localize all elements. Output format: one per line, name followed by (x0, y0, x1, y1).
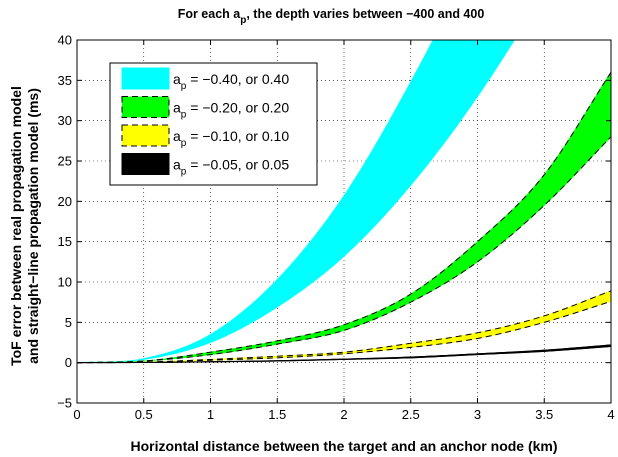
series-band-0 (77, 40, 515, 364)
y-axis-label-line-2: and straight−line propagation model (ms) (25, 88, 41, 364)
y-tick-label-4: 15 (58, 234, 72, 249)
x-tick-label-7: 3.5 (535, 407, 553, 422)
legend-label-3: ap = −0.05, or 0.05 (173, 157, 289, 178)
y-tick-label-9: 40 (58, 33, 72, 48)
series-band-1 (77, 71, 611, 364)
legend-label-0: ap = −0.40, or 0.40 (173, 71, 289, 92)
y-tick-label-8: 35 (58, 73, 72, 88)
x-axis-label: Horizontal distance between the target a… (130, 438, 557, 454)
x-tick-label-5: 2.5 (402, 407, 420, 422)
y-tick-label-0: −5 (57, 396, 72, 411)
y-tick-label-7: 30 (58, 113, 72, 128)
legend-swatch-1 (121, 96, 170, 118)
legend-label-1: ap = −0.20, or 0.20 (173, 100, 289, 121)
y-axis-label-line-1: ToF error between real propagation model (8, 86, 24, 366)
legend: ap = −0.40, or 0.40 ap = −0.20, or 0.20 ap… (109, 62, 318, 186)
series-3-lower-edge (77, 346, 611, 364)
chart-title: For each ap, the depth varies between −4… (178, 7, 485, 26)
series-1-upper-edge (77, 71, 611, 364)
y-tick-label-2: 5 (65, 315, 72, 330)
y-tick-label-3: 10 (58, 275, 72, 290)
legend-swatch-2 (121, 124, 170, 147)
x-tick-label-2: 1 (207, 407, 214, 422)
x-tick-label-1: 0.5 (135, 407, 153, 422)
x-tick-label-8: 4 (607, 407, 614, 422)
series-band-2 (77, 290, 611, 364)
x-tick-label-6: 3 (474, 407, 481, 422)
y-tick-label-6: 25 (58, 154, 72, 169)
x-tick-label-4: 2 (340, 407, 347, 422)
legend-swatch-0 (121, 67, 170, 90)
y-tick-label-1: 0 (65, 355, 72, 370)
x-tick-label-0: 0 (73, 407, 80, 422)
legend-label-2: ap = −0.10, or 0.10 (173, 128, 289, 149)
y-tick-label-5: 20 (58, 194, 72, 209)
series-bands (77, 40, 611, 364)
x-tick-label-3: 1.5 (268, 407, 286, 422)
legend-swatch-3 (121, 153, 170, 175)
chart-title-group: For each ap, the depth varies between −4… (178, 7, 485, 26)
